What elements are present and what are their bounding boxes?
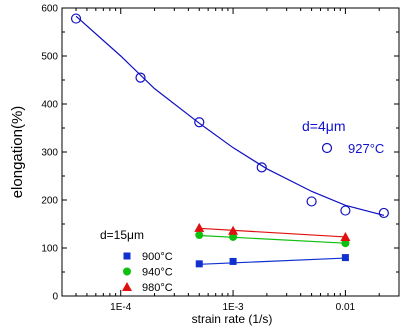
- y-tick-label: 500: [41, 52, 58, 63]
- x-tick-label: 0.01: [336, 302, 356, 313]
- legend-marker-940c: [123, 267, 131, 276]
- marker-927c: [135, 72, 146, 83]
- marker-900c: [229, 257, 237, 265]
- x-tick-label: 1E-4: [110, 302, 132, 313]
- marker-900c: [195, 260, 203, 268]
- fit-line-940c: [199, 234, 346, 244]
- marker-927c: [256, 162, 267, 173]
- marker-940c: [195, 231, 204, 240]
- legend-label-927c: 927°C: [348, 141, 384, 156]
- marker-940c: [229, 232, 238, 241]
- fit-line-927c: [75, 15, 385, 216]
- fit-line-980c: [199, 227, 346, 238]
- y-tick-label: 600: [41, 4, 58, 15]
- marker-927c: [340, 205, 351, 216]
- marker-927c: [306, 196, 317, 207]
- marker-927c: [378, 207, 389, 219]
- x-tick-label: 1E-3: [223, 302, 245, 313]
- legend-title: d=15μm: [100, 228, 144, 242]
- marker-927c: [194, 117, 205, 128]
- axis-ticks: 0 100 200 300 400 500 600 1E-4 1E-3 0.01: [41, 4, 399, 313]
- marker-980c: [228, 225, 239, 235]
- y-tick-label: 400: [41, 100, 58, 111]
- marker-940c: [341, 239, 350, 248]
- legend-marker-927c: [321, 142, 333, 154]
- y-tick-label: 200: [41, 196, 58, 207]
- fit-line-900c: [199, 257, 346, 265]
- legend-label-900c: 900°C: [142, 251, 173, 263]
- legend-marker-900c: [123, 252, 131, 260]
- legend-label-980c: 980°C: [142, 282, 173, 294]
- marker-980c: [340, 231, 351, 241]
- data-markers: [70, 13, 389, 268]
- legend-title: d=4μm: [302, 118, 345, 134]
- marker-980c: [194, 222, 205, 232]
- fit-lines: [75, 15, 385, 265]
- marker-900c: [341, 254, 349, 262]
- legend-marker-980c: [122, 282, 132, 291]
- y-axis-title: elongation(%): [9, 106, 26, 199]
- x-axis-title: strain rate (1/s): [192, 312, 273, 326]
- y-tick-label: 0: [52, 292, 58, 303]
- y-tick-label: 300: [41, 148, 58, 159]
- legend-label-940c: 940°C: [142, 267, 173, 279]
- y-tick-label: 100: [41, 244, 58, 255]
- marker-927c: [70, 13, 82, 24]
